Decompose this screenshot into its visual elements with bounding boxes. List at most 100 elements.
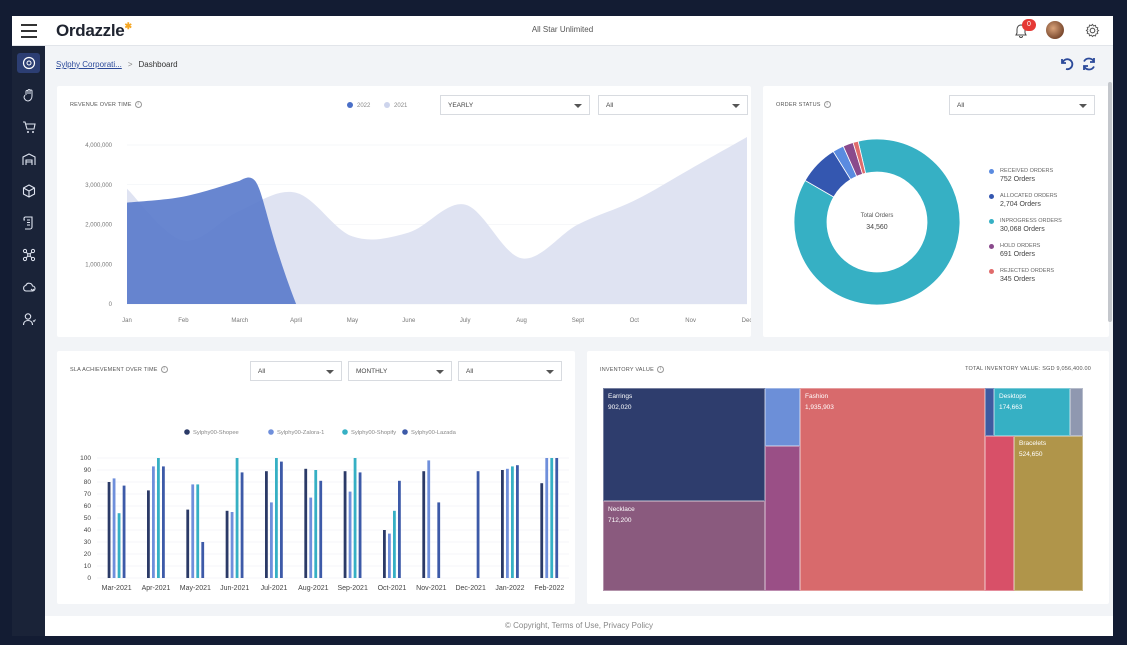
y-tick-label: 0 — [87, 575, 91, 582]
revenue-title: REVENUE OVER TIME i — [70, 101, 142, 108]
treemap-tile-desktops[interactable]: Desktops 174,663 — [994, 388, 1070, 436]
bar — [147, 490, 150, 578]
x-tick-label: Jan-2022 — [495, 585, 524, 592]
legend-label: INPROGRESS ORDERS — [1000, 218, 1062, 224]
y-tick-label: 30 — [84, 539, 92, 546]
sidebar-item-dashboard[interactable] — [12, 51, 45, 75]
legend-dot — [402, 429, 408, 435]
sidebar-item-integrations[interactable] — [12, 243, 45, 267]
revenue-channel-select[interactable]: All — [598, 95, 748, 115]
avatar[interactable] — [1046, 21, 1064, 39]
y-tick-label: 90 — [84, 467, 92, 474]
legend-label: Sylphy00-Shopify — [351, 430, 396, 436]
legend-count: 345 Orders — [1000, 276, 1036, 283]
period-select[interactable]: YEARLY — [440, 95, 590, 115]
x-tick-label: Oct-2021 — [378, 585, 407, 592]
treemap-tile[interactable] — [1070, 388, 1083, 436]
scrollbar[interactable] — [1108, 82, 1112, 322]
y-tick-label: 1,000,000 — [85, 262, 112, 268]
order-status-select[interactable]: All — [949, 95, 1095, 115]
sidebar-item-cart[interactable] — [12, 115, 45, 139]
cart-icon — [22, 121, 36, 133]
bar — [225, 510, 229, 578]
legend-dot — [342, 429, 348, 435]
sidebar-item-reports[interactable] — [12, 211, 45, 235]
legend-dot — [184, 429, 190, 435]
breadcrumb-current: Dashboard — [138, 60, 178, 69]
legend-swatch — [989, 169, 994, 174]
menu-icon[interactable] — [21, 24, 37, 38]
info-icon[interactable]: i — [823, 101, 831, 108]
bar — [427, 460, 431, 578]
bar — [265, 471, 268, 578]
x-tick-label: Feb-2022 — [534, 585, 564, 592]
info-icon[interactable]: i — [160, 366, 168, 373]
bar — [476, 471, 480, 578]
undo-icon[interactable] — [1058, 56, 1074, 72]
y-tick-label: 4,000,000 — [85, 143, 112, 149]
bar — [358, 472, 362, 578]
y-tick-label: 80 — [84, 479, 92, 486]
warehouse-icon — [21, 153, 36, 165]
inventory-title: INVENTORY VALUE i — [600, 366, 664, 373]
tile-label: Bracelets — [1019, 440, 1047, 447]
x-tick-label: Jul-2021 — [261, 585, 288, 592]
bar — [304, 468, 308, 578]
treemap-tile-necklace[interactable]: Necklace 712,200 — [603, 501, 765, 591]
bar — [383, 530, 386, 578]
treemap-tile[interactable] — [765, 388, 800, 446]
x-tick-label: Sept — [572, 318, 585, 324]
app-logo[interactable]: Ordazzle✱ — [56, 21, 132, 40]
treemap-tile[interactable] — [985, 388, 994, 436]
sla-card: SLA ACHIEVEMENT OVER TIME i All MONTHLY A… — [57, 351, 575, 604]
sla-title: SLA ACHIEVEMENT OVER TIME i — [70, 366, 168, 373]
x-tick-label: Nov-2021 — [416, 585, 446, 592]
sidebar-item-cloud[interactable] — [12, 275, 45, 299]
revenue-card: REVENUE OVER TIME i 2022 2021 YEARLY All … — [57, 86, 751, 337]
info-icon[interactable]: i — [134, 101, 142, 108]
bar — [196, 484, 200, 578]
x-tick-label: March — [231, 318, 248, 324]
bar — [152, 466, 155, 578]
legend-dot — [268, 429, 274, 435]
x-tick-label: June — [402, 318, 416, 324]
box-icon — [22, 184, 35, 198]
treemap-tile-bracelets[interactable]: Bracelets 524,650 — [1014, 436, 1083, 591]
treemap-tile[interactable] — [985, 436, 1014, 591]
order-status-card: ORDER STATUS i All Total Orders 34,560 RE… — [763, 86, 1109, 337]
footer: © Copyright, Terms of Use, Privacy Polic… — [45, 616, 1113, 636]
tile-value: 1,935,903 — [805, 404, 834, 411]
treemap-tile[interactable] — [765, 446, 800, 591]
sidebar-item-products[interactable] — [12, 179, 45, 203]
sidebar-item-orders[interactable] — [12, 83, 45, 107]
legend-2022[interactable]: 2022 — [347, 102, 370, 109]
legend-label: Sylphy00-Shopee — [193, 430, 239, 436]
tile-label: Fashion — [805, 393, 829, 400]
tile-value: 712,200 — [608, 517, 632, 524]
bar — [550, 458, 554, 578]
legend-2021[interactable]: 2021 — [384, 102, 407, 109]
sla-location-select[interactable]: All — [458, 361, 562, 381]
legend-count: 691 Orders — [1000, 251, 1036, 258]
sidebar — [12, 46, 45, 636]
info-icon[interactable]: i — [656, 366, 664, 373]
scroll-icon — [22, 216, 33, 230]
treemap-tile-fashion[interactable]: Fashion 1,935,903 — [800, 388, 985, 591]
breadcrumb-parent[interactable]: Sylphy Corporati... — [56, 60, 122, 69]
sidebar-item-users[interactable] — [12, 307, 45, 331]
gear-icon[interactable] — [1085, 23, 1100, 38]
sla-channel-select[interactable]: All — [250, 361, 342, 381]
refresh-icon[interactable] — [1081, 56, 1097, 72]
y-tick-label: 2,000,000 — [85, 223, 112, 229]
series-2022-area — [127, 177, 297, 304]
inventory-total: TOTAL INVENTORY VALUE: SGD 9,056,400.00 — [965, 366, 1091, 372]
sidebar-item-warehouse[interactable] — [12, 147, 45, 171]
y-tick-label: 20 — [84, 551, 92, 558]
y-tick-label: 0 — [109, 302, 113, 308]
bar — [501, 470, 504, 578]
legend-label: HOLD ORDERS — [1000, 243, 1041, 249]
treemap-tile-earrings[interactable]: Earrings 902,020 — [603, 388, 765, 501]
sla-period-select[interactable]: MONTHLY — [348, 361, 452, 381]
bar — [540, 483, 544, 578]
